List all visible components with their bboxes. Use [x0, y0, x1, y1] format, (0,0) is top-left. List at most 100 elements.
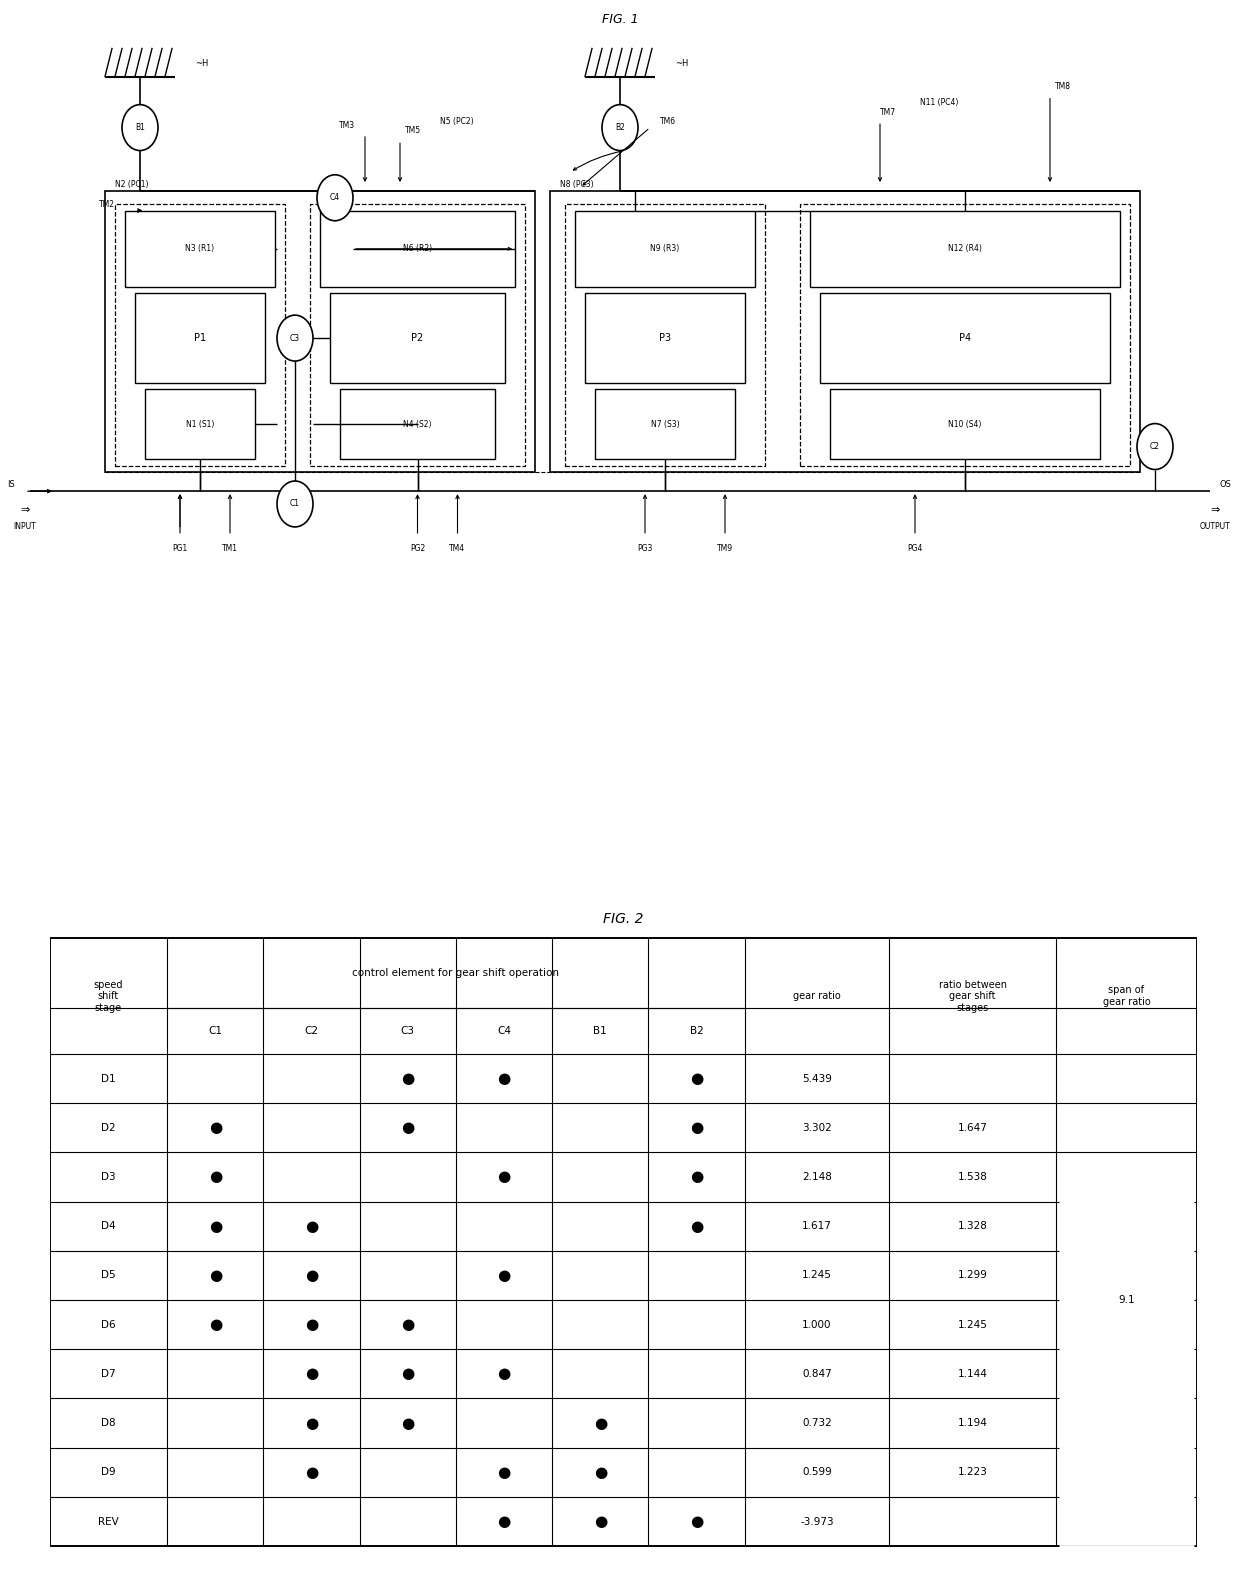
- Text: B2: B2: [689, 1026, 703, 1037]
- Text: 9.1: 9.1: [1118, 1295, 1135, 1304]
- Text: OS: OS: [1220, 480, 1231, 489]
- Text: C3: C3: [401, 1026, 415, 1037]
- Text: N8 (PC3): N8 (PC3): [560, 180, 594, 190]
- Text: ●: ●: [305, 1219, 319, 1233]
- Text: ●: ●: [497, 1464, 511, 1480]
- Text: 1.617: 1.617: [802, 1220, 832, 1232]
- Text: D9: D9: [102, 1467, 115, 1477]
- Text: P1: P1: [193, 332, 206, 344]
- Text: D5: D5: [102, 1271, 115, 1281]
- Text: D3: D3: [102, 1171, 115, 1183]
- Text: ●: ●: [594, 1513, 608, 1529]
- Text: ●: ●: [497, 1268, 511, 1282]
- Text: C3: C3: [290, 334, 300, 342]
- Text: ●: ●: [305, 1366, 319, 1382]
- Text: P4: P4: [959, 332, 971, 344]
- Text: 1.245: 1.245: [957, 1320, 987, 1330]
- Text: D1: D1: [102, 1073, 115, 1083]
- Text: 1.245: 1.245: [802, 1271, 832, 1281]
- Text: C2: C2: [1149, 442, 1159, 451]
- Text: TM6: TM6: [660, 117, 676, 125]
- Text: TM3: TM3: [339, 120, 355, 130]
- Text: N10 (S4): N10 (S4): [949, 419, 982, 429]
- Text: ●: ●: [497, 1170, 511, 1184]
- Bar: [145, 389, 255, 459]
- Text: D4: D4: [102, 1220, 115, 1232]
- Text: ●: ●: [305, 1415, 319, 1431]
- Text: 0.599: 0.599: [802, 1467, 832, 1477]
- Text: ⇒: ⇒: [1210, 505, 1220, 516]
- Text: ●: ●: [689, 1072, 703, 1086]
- Text: ●: ●: [689, 1513, 703, 1529]
- Text: N5 (PC2): N5 (PC2): [440, 117, 474, 125]
- Bar: [565, 204, 765, 465]
- Text: span of
gear ratio: span of gear ratio: [1102, 985, 1151, 1007]
- Text: ●: ●: [497, 1072, 511, 1086]
- Text: ●: ●: [402, 1317, 414, 1333]
- Text: ●: ●: [402, 1072, 414, 1086]
- Text: PG2: PG2: [410, 545, 425, 552]
- Text: INPUT: INPUT: [14, 522, 36, 532]
- Text: PG3: PG3: [637, 545, 652, 552]
- Text: ●: ●: [208, 1170, 222, 1184]
- Text: N7 (S3): N7 (S3): [651, 419, 680, 429]
- Circle shape: [317, 174, 353, 220]
- Bar: [820, 293, 1110, 383]
- Text: 1.328: 1.328: [957, 1220, 987, 1232]
- Text: TM2: TM2: [99, 199, 115, 209]
- Text: ●: ●: [402, 1121, 414, 1135]
- Bar: [330, 293, 505, 383]
- Text: 1.000: 1.000: [802, 1320, 832, 1330]
- Text: ●: ●: [689, 1170, 703, 1184]
- Text: TM5: TM5: [405, 125, 422, 135]
- Bar: [310, 204, 525, 465]
- Bar: [340, 389, 495, 459]
- Circle shape: [122, 104, 157, 150]
- Bar: [810, 211, 1120, 287]
- Text: 5.439: 5.439: [802, 1073, 832, 1083]
- Text: B1: B1: [135, 123, 145, 131]
- Text: PG4: PG4: [908, 545, 923, 552]
- Text: ●: ●: [402, 1366, 414, 1382]
- Text: 1.299: 1.299: [957, 1271, 987, 1281]
- Text: IS: IS: [7, 480, 15, 489]
- Circle shape: [277, 481, 312, 527]
- Text: 0.847: 0.847: [802, 1369, 832, 1379]
- Text: ●: ●: [402, 1415, 414, 1431]
- Text: REV: REV: [98, 1517, 119, 1526]
- Text: P3: P3: [658, 332, 671, 344]
- Text: ⇒: ⇒: [20, 505, 30, 516]
- Text: 1.538: 1.538: [957, 1171, 987, 1183]
- Text: ●: ●: [208, 1268, 222, 1282]
- Text: N2 (PC1): N2 (PC1): [115, 180, 149, 190]
- Bar: [585, 293, 745, 383]
- Text: 1.194: 1.194: [957, 1418, 987, 1428]
- Bar: [135, 293, 265, 383]
- Text: C1: C1: [290, 500, 300, 508]
- Text: FIG. 2: FIG. 2: [603, 912, 644, 926]
- Text: C2: C2: [305, 1026, 319, 1037]
- Bar: [575, 211, 755, 287]
- Bar: [800, 204, 1130, 465]
- Text: D7: D7: [102, 1369, 115, 1379]
- Bar: [830, 389, 1100, 459]
- Text: N9 (R3): N9 (R3): [650, 244, 680, 253]
- Bar: [551, 192, 1140, 472]
- Text: ●: ●: [305, 1268, 319, 1282]
- Text: ●: ●: [208, 1317, 222, 1333]
- Text: TM9: TM9: [717, 545, 733, 552]
- Text: D6: D6: [102, 1320, 115, 1330]
- Text: C1: C1: [208, 1026, 222, 1037]
- Text: ●: ●: [305, 1464, 319, 1480]
- Bar: [595, 389, 735, 459]
- Text: TM8: TM8: [1055, 82, 1071, 92]
- Text: ●: ●: [594, 1464, 608, 1480]
- Text: 0.732: 0.732: [802, 1418, 832, 1428]
- Text: ●: ●: [208, 1121, 222, 1135]
- Text: control element for gear shift operation: control element for gear shift operation: [352, 969, 559, 978]
- Text: ●: ●: [689, 1219, 703, 1233]
- Text: FIG. 1: FIG. 1: [601, 13, 639, 25]
- Text: ●: ●: [594, 1415, 608, 1431]
- Text: N3 (R1): N3 (R1): [186, 244, 215, 253]
- Text: TM4: TM4: [449, 545, 465, 552]
